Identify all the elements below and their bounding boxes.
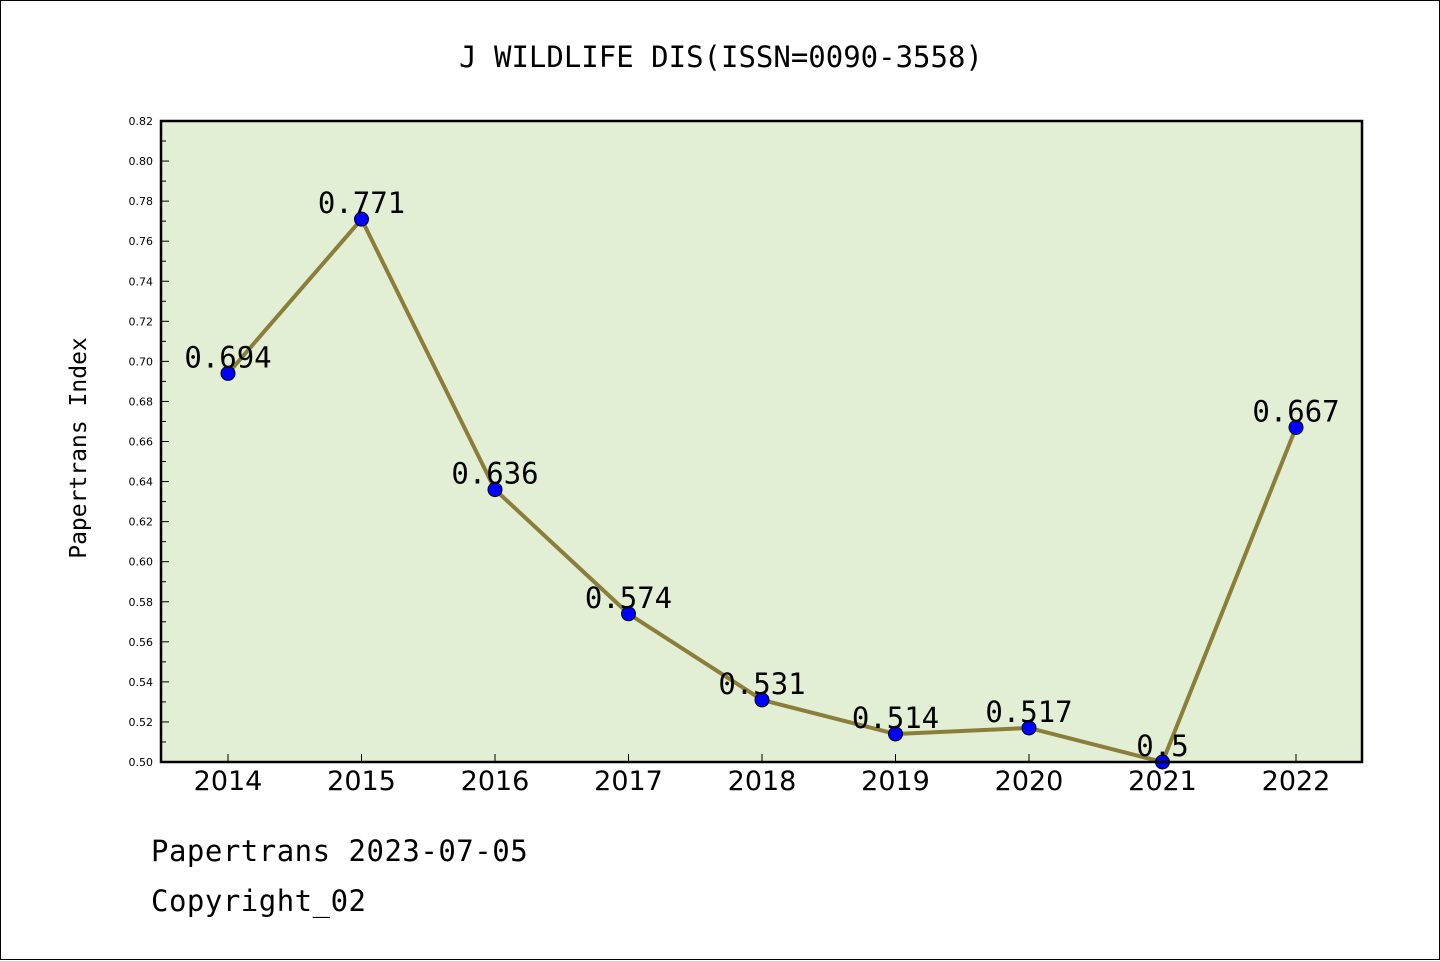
y-tick-label: 0.56 [129,636,154,649]
y-tick-label: 0.78 [129,195,154,208]
data-label: 0.636 [451,457,538,491]
data-point [1288,419,1304,435]
y-tick-label: 0.76 [129,235,154,248]
y-tick-label: 0.66 [129,436,154,449]
plot-border [159,119,1364,764]
y-tick-label: 0.60 [129,556,154,569]
y-tick-label: 0.70 [129,355,154,368]
y-tick-label: 0.74 [129,275,154,288]
x-tick-label: 2015 [327,766,396,797]
data-label: 0.514 [852,701,939,735]
y-tick-label: 0.64 [129,476,154,489]
y-tick-label: 0.52 [129,716,154,729]
plot-area [161,121,1362,762]
footer-copyright: Copyright_02 [151,884,367,918]
y-tick-label: 0.62 [129,516,154,529]
x-tick-label: 2014 [194,766,263,797]
y-tick-label: 0.82 [129,115,154,128]
data-point [220,365,236,381]
x-tick-label: 2022 [1262,766,1331,797]
x-tick-label: 2021 [1128,766,1197,797]
y-tick-label: 0.58 [129,596,154,609]
data-label-group: 0.694 0.771 0.636 0.574 0.531 0.514 0.517 0.5 0.… [184,186,1339,763]
data-point [621,606,636,622]
chart-title: J WILDLIFE DIS(ISSN=0090-3558) [459,40,983,74]
data-point [1021,720,1037,736]
footer-date: Papertrans 2023-07-05 [151,834,529,868]
x-tick-label: 2016 [461,766,530,797]
y-tick-label: 0.50 [129,756,154,769]
x-tick-label: 2018 [728,766,797,797]
data-label: 0.667 [1252,394,1339,428]
data-point [754,692,770,708]
y-tick-label: 0.72 [129,315,154,328]
y-tick-label: 0.68 [129,395,154,408]
data-label: 0.694 [184,340,271,374]
x-tick-label: 2019 [861,766,930,797]
y-tick-label: 0.54 [129,676,154,689]
y-axis: 0.50 0.52 0.54 0.56 0.58 0.60 0.62 0.64 0.66 0.68… [129,115,169,769]
data-point [487,482,503,498]
x-tick-label: 2017 [594,766,663,797]
data-label: 0.771 [318,186,405,220]
data-label: 0.531 [718,667,805,701]
data-label: 0.5 [1136,729,1188,763]
x-tick-label: 2020 [995,766,1064,797]
y-tick-label: 0.80 [129,155,154,168]
data-label: 0.517 [985,695,1072,729]
y-axis-label: Papertrans Index [66,337,92,559]
x-axis: 2014 2015 2016 2017 2018 2019 2020 2021 2022 [194,754,1331,797]
data-label: 0.574 [585,581,672,615]
data-point [888,726,903,742]
data-point [354,211,369,227]
